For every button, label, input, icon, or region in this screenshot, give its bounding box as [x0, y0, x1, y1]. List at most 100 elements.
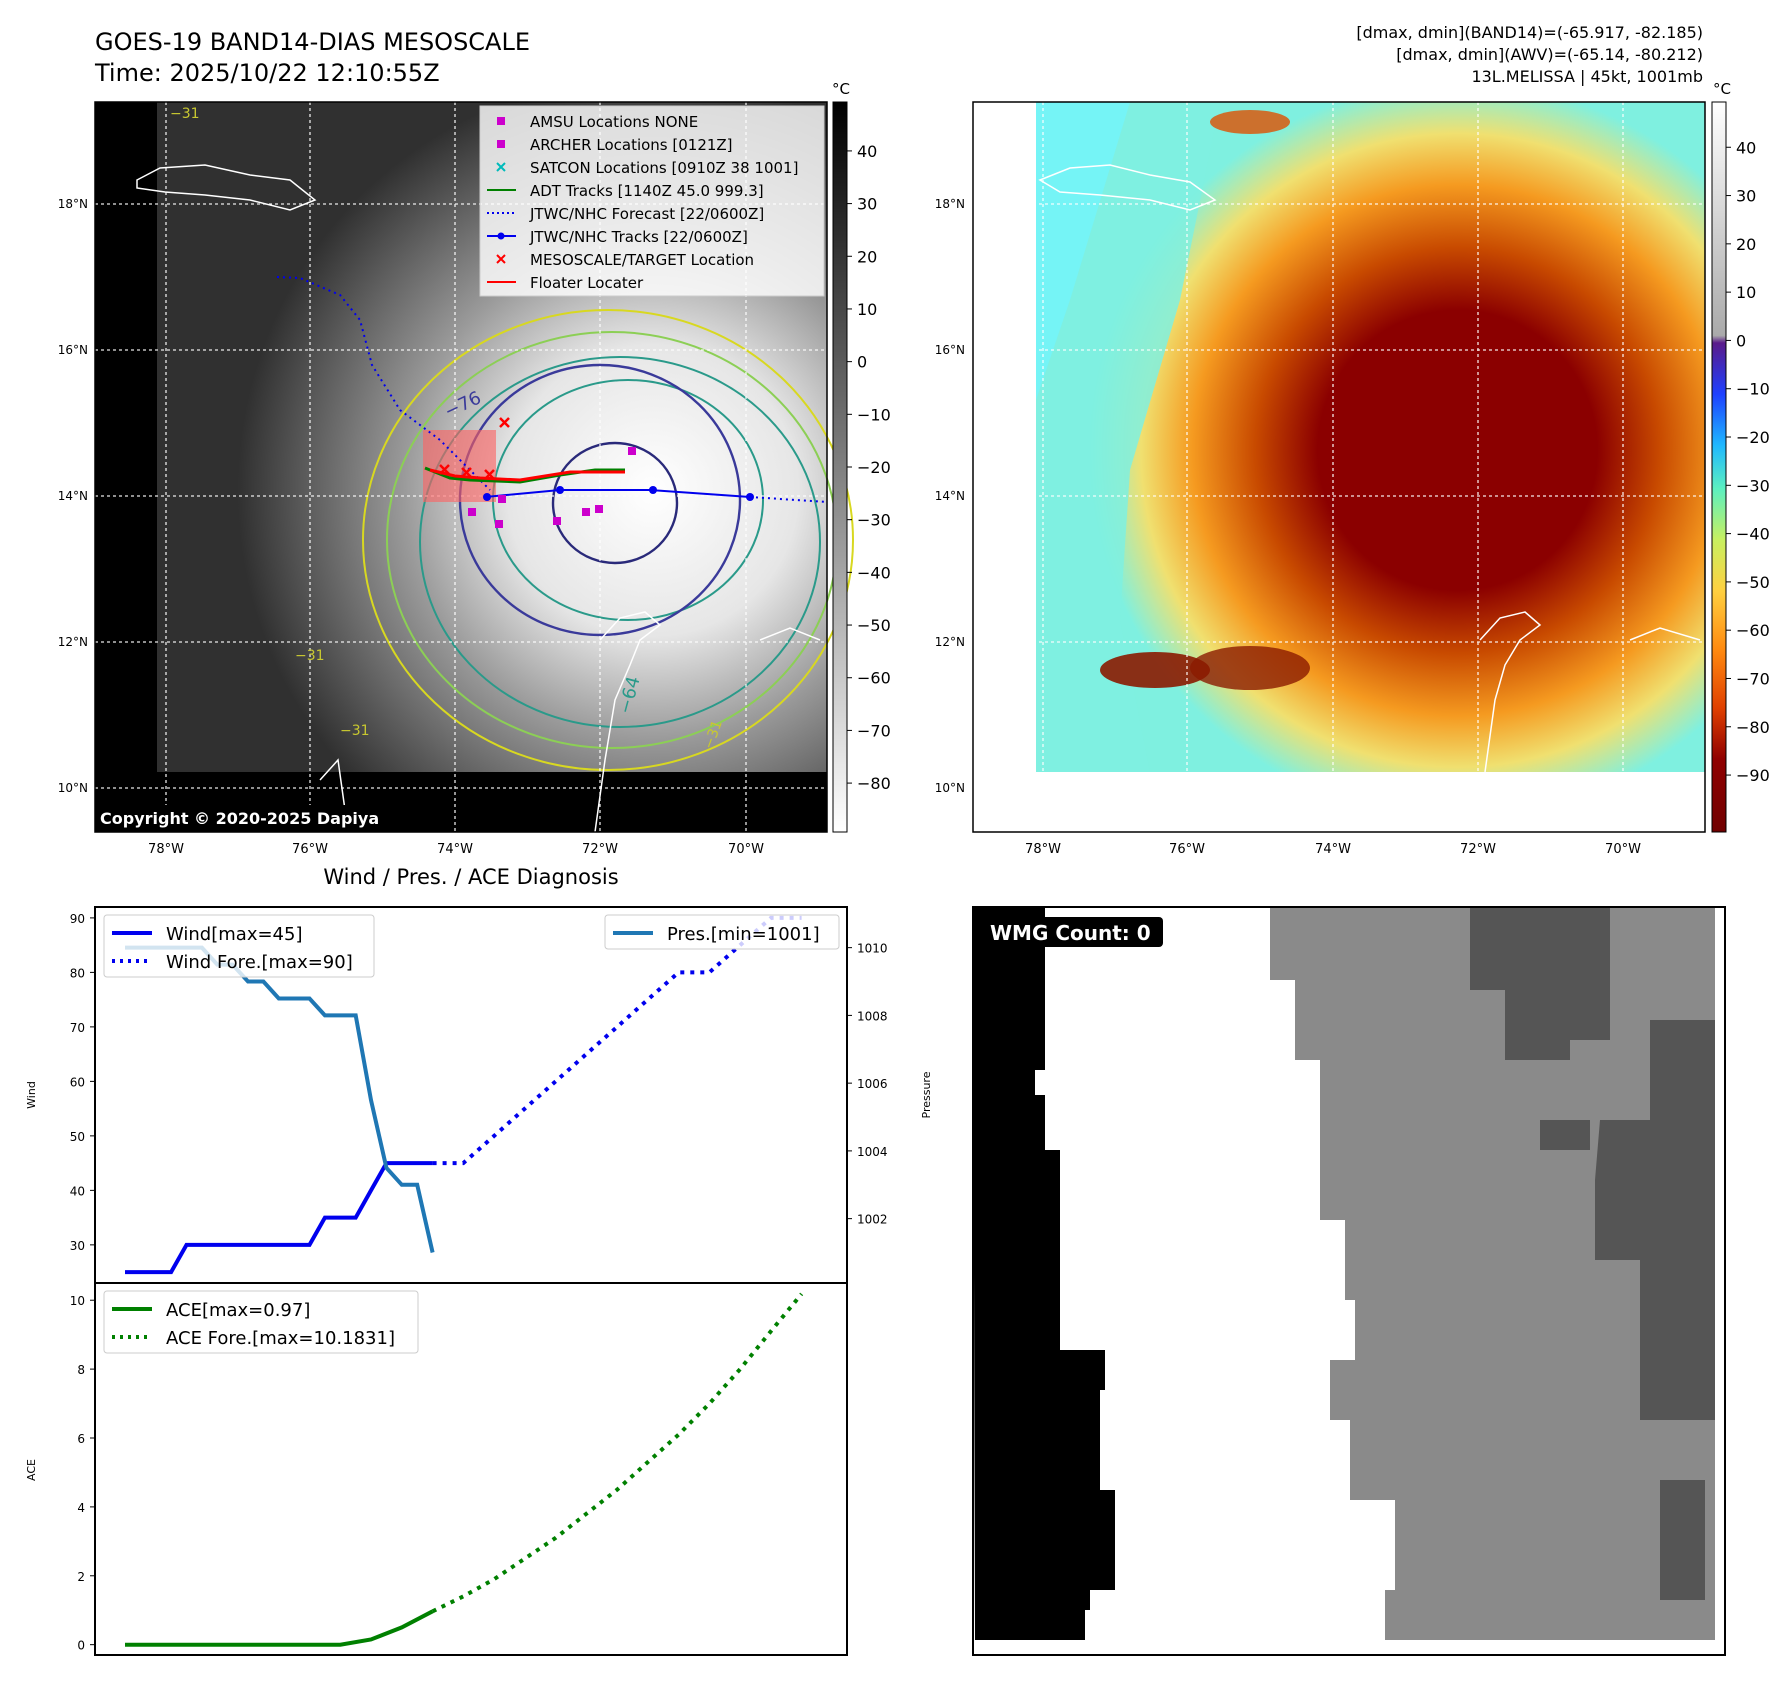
lon-tick: 70°W — [728, 842, 764, 857]
colorbar-tick-label: −10 — [857, 405, 891, 424]
wmg-mask-panel: WMG Count: 0 — [972, 906, 1726, 1656]
y-tick-label: 2 — [77, 1570, 85, 1584]
lon-tick: 74°W — [437, 842, 473, 857]
floater-locater-track — [429, 468, 625, 482]
adt-track — [424, 466, 625, 484]
storm-info: 13L.MELISSA | 45kt, 1001mb — [1471, 67, 1703, 86]
y-tick-label: 8 — [77, 1363, 85, 1377]
colorbar-tick-label: 10 — [857, 300, 877, 319]
colorbar-tick-label: −30 — [1736, 476, 1770, 495]
wind-legend: Wind[max=45] Wind Fore.[max=90] — [103, 914, 375, 978]
y-tick-label: 90 — [70, 912, 85, 926]
colorbar-tick-label: 40 — [1736, 138, 1756, 157]
colorbar-tick-label: −80 — [1736, 718, 1770, 737]
lon-tick: 72°W — [1460, 842, 1496, 857]
y-tick-label: 70 — [70, 1021, 85, 1035]
lat-tick: 12°N — [935, 635, 965, 649]
lat-tick: 10°N — [935, 781, 965, 795]
legend-label: JTWC/NHC Tracks [22/0600Z] — [529, 228, 748, 246]
lat-tick: 16°N — [58, 343, 88, 357]
chart-title: Wind / Pres. / ACE Diagnosis — [323, 865, 618, 889]
pressure-axis-label: Pressure — [920, 1071, 933, 1118]
ace-plot: 0 2 4 6 8 10 — [70, 1292, 804, 1653]
magenta-square-icon — [497, 117, 505, 125]
legend-label: SATCON Locations [0910Z 38 1001] — [530, 159, 798, 177]
magenta-square-icon — [497, 140, 505, 148]
y-tick-label: 60 — [70, 1075, 85, 1089]
colorbar-tick-label: −10 — [1736, 380, 1770, 399]
lat-tick: 14°N — [58, 489, 88, 503]
legend-label: Floater Locater — [530, 274, 644, 292]
colorbar-unit: °C — [832, 80, 850, 98]
y-tick-label: 80 — [70, 966, 85, 980]
y-tick-label: 6 — [77, 1432, 85, 1446]
y-tick-label: 4 — [77, 1501, 85, 1515]
red-x-icon — [496, 254, 506, 264]
colorbar-tick-label: −20 — [1736, 428, 1770, 447]
legend-label: AMSU Locations NONE — [530, 113, 698, 131]
legend-label: ACE[max=0.97] — [166, 1300, 310, 1321]
y-tick-label: 10 — [70, 1294, 85, 1308]
y2-tick-label: 1006 — [857, 1077, 888, 1091]
series-line-1 — [432, 915, 802, 1166]
y-tick-label: 40 — [70, 1184, 85, 1198]
right-map-ticks: 78°W 76°W 74°W 72°W 70°W 18°N 16°N 14°N … — [935, 197, 1641, 857]
y2-tick-label: 1010 — [857, 942, 888, 956]
y-tick-label: 50 — [70, 1130, 85, 1144]
pressure-legend: Pres.[min=1001] — [604, 914, 840, 950]
lon-tick: 70°W — [1605, 842, 1641, 857]
wmg-count-label: WMG Count: 0 — [990, 921, 1151, 945]
figure-time: Time: 2025/10/22 12:10:55Z — [94, 59, 440, 87]
color-ir-map — [972, 101, 1706, 833]
lon-tick: 72°W — [582, 842, 618, 857]
lat-tick: 18°N — [935, 197, 965, 211]
colorbar-tick-label: −90 — [1736, 766, 1770, 785]
map-legend: AMSU Locations NONE ARCHER Locations [01… — [479, 105, 825, 297]
colorbar-tick-label: −60 — [857, 669, 891, 688]
lon-tick: 74°W — [1315, 842, 1351, 857]
colorbar-tick-label: 10 — [1736, 283, 1756, 302]
lon-tick: 76°W — [1169, 842, 1205, 857]
colorbar-tick-label: −20 — [857, 458, 891, 477]
legend-label: Pres.[min=1001] — [667, 924, 820, 945]
colorbar-tick-label: −80 — [857, 774, 891, 793]
cyan-x-icon — [496, 162, 506, 172]
colorbar-tick-label: −40 — [857, 563, 891, 582]
contour-label: −31 — [295, 648, 325, 664]
colorbar-tick-label: 0 — [857, 353, 867, 372]
colorbar-tick-label: 20 — [857, 247, 877, 266]
colorbar-tick-label: 40 — [857, 142, 877, 161]
legend-label: Wind[max=45] — [166, 924, 303, 945]
lat-tick: 14°N — [935, 489, 965, 503]
lon-tick: 78°W — [148, 842, 184, 857]
jtwc-track — [484, 489, 751, 498]
lat-tick: 10°N — [58, 781, 88, 795]
contour-label: −31 — [170, 106, 200, 122]
floater-box — [423, 430, 496, 502]
y2-tick-label: 1002 — [857, 1213, 888, 1227]
colorbar-tick-label: −60 — [1736, 621, 1770, 640]
y-tick-label: 0 — [77, 1639, 85, 1653]
contour-label: −31 — [340, 723, 370, 739]
color-colorbar: °C 40 30 20 10 0 −10 −20 −30 −40 −50 −60 −70 −80 −90 — [1711, 80, 1770, 833]
y2-tick-label: 1008 — [857, 1009, 888, 1023]
stats-band14: [dmax, dmin](BAND14)=(-65.917, -82.185) — [1356, 23, 1703, 42]
colorbar-unit: °C — [1713, 80, 1731, 98]
archer-markers — [468, 447, 636, 528]
lat-tick: 16°N — [935, 343, 965, 357]
legend-label: ACE Fore.[max=10.1831] — [166, 1328, 395, 1349]
series-line-0 — [125, 1161, 433, 1275]
legend-label: ADT Tracks [1140Z 45.0 999.3] — [530, 182, 764, 200]
legend-label: JTWC/NHC Forecast [22/0600Z] — [529, 205, 764, 223]
colorbar-tick-label: −50 — [857, 616, 891, 635]
lon-tick: 76°W — [292, 842, 328, 857]
stats-awv: [dmax, dmin](AWV)=(-65.14, -80.212) — [1396, 45, 1703, 64]
colorbar-tick-label: 30 — [1736, 187, 1756, 206]
colorbar-tick-label: 0 — [1736, 331, 1746, 350]
colorbar-tick-label: −30 — [857, 511, 891, 530]
left-map-ticks: 78°W 76°W 74°W 72°W 70°W 18°N 16°N 14°N … — [58, 197, 764, 857]
lat-tick: 18°N — [58, 197, 88, 211]
copyright-text: Copyright © 2020-2025 Dapiya — [100, 809, 379, 828]
grayscale-colorbar: °C 40 30 20 10 0 −10 −20 −30 −40 −50 −60 −70 −80 — [832, 80, 891, 833]
